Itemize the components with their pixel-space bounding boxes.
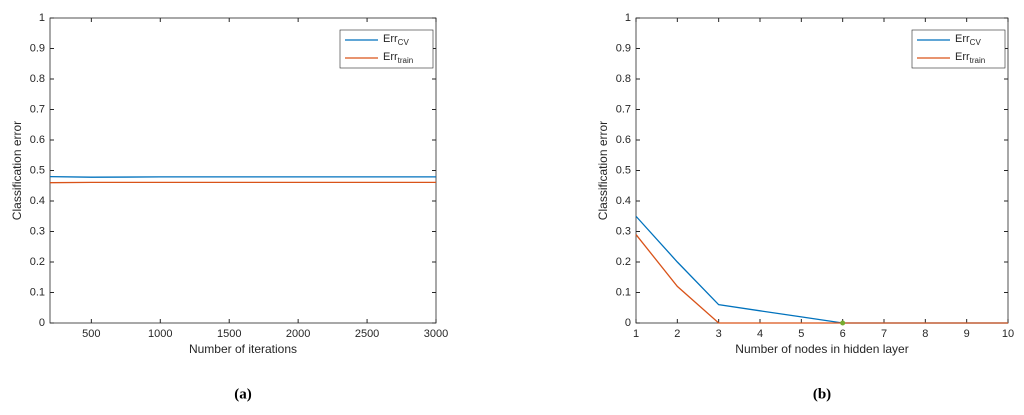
legend-name: Err — [955, 33, 970, 45]
y-axis-label: Classification error — [596, 121, 610, 220]
legend-label: ErrCV — [383, 33, 409, 47]
y-tick-label: 0.4 — [616, 195, 631, 207]
x-tick-label: 4 — [757, 328, 763, 340]
caption: (a) — [234, 386, 252, 402]
y-tick-label: 0.4 — [30, 195, 45, 207]
legend-subscript: CV — [398, 38, 410, 47]
y-tick-label: 0.6 — [616, 134, 631, 146]
legend-label: Errtrain — [955, 51, 985, 65]
x-axis-label: Number of iterations — [189, 342, 297, 356]
y-tick-label: 0 — [39, 317, 45, 329]
x-tick-label: 7 — [881, 328, 887, 340]
y-tick-label: 0.5 — [30, 164, 45, 176]
y-tick-label: 0.8 — [30, 73, 45, 85]
x-tick-label: 1500 — [217, 328, 241, 340]
x-tick-label: 1000 — [148, 328, 172, 340]
legend-subscript: train — [970, 56, 986, 65]
legend-subscript: train — [398, 56, 414, 65]
x-tick-label: 2 — [674, 328, 680, 340]
legend-name: Err — [383, 33, 398, 45]
y-tick-label: 0.9 — [30, 42, 45, 54]
x-tick-label: 2500 — [355, 328, 379, 340]
y-tick-label: 1 — [39, 12, 45, 24]
x-tick-label: 3 — [716, 328, 722, 340]
y-tick-label: 0.7 — [616, 103, 631, 115]
x-tick-label: 9 — [964, 328, 970, 340]
x-tick-label: 500 — [82, 328, 100, 340]
y-tick-label: 0.3 — [30, 225, 45, 237]
y-tick-label: 0.7 — [30, 103, 45, 115]
y-tick-label: 0.6 — [30, 134, 45, 146]
x-tick-label: 2000 — [286, 328, 310, 340]
y-tick-label: 0.1 — [30, 286, 45, 298]
x-axis-label: Number of nodes in hidden layer — [735, 342, 908, 356]
x-tick-label: 1 — [633, 328, 639, 340]
y-tick-label: 0 — [625, 317, 631, 329]
legend-name: Err — [383, 51, 398, 63]
series-line — [635, 234, 1008, 324]
y-tick-label: 1 — [625, 12, 631, 24]
legend-box — [911, 29, 1006, 69]
plot-area — [635, 17, 1009, 324]
legend-label: ErrCV — [955, 33, 981, 47]
series-line — [49, 175, 436, 178]
y-tick-label: 0.8 — [616, 73, 631, 85]
y-tick-label: 0.3 — [616, 225, 631, 237]
y-axis-label: Classification error — [10, 121, 24, 220]
x-tick-label: 3000 — [424, 328, 448, 340]
legend-label: Errtrain — [383, 51, 413, 65]
x-tick-label: 5 — [798, 328, 804, 340]
y-tick-label: 0.9 — [616, 42, 631, 54]
legend-box — [339, 29, 434, 69]
highlight-marker — [840, 320, 846, 326]
x-tick-label: 6 — [840, 328, 846, 340]
plot-area — [49, 17, 437, 324]
caption: (b) — [813, 386, 831, 402]
y-tick-label: 0.5 — [616, 164, 631, 176]
legend-subscript: CV — [970, 38, 982, 47]
y-tick-label: 0.1 — [616, 286, 631, 298]
y-tick-label: 0.2 — [616, 256, 631, 268]
y-tick-label: 0.2 — [30, 256, 45, 268]
x-tick-label: 8 — [922, 328, 928, 340]
x-tick-label: 10 — [1002, 328, 1014, 340]
legend-name: Err — [955, 51, 970, 63]
